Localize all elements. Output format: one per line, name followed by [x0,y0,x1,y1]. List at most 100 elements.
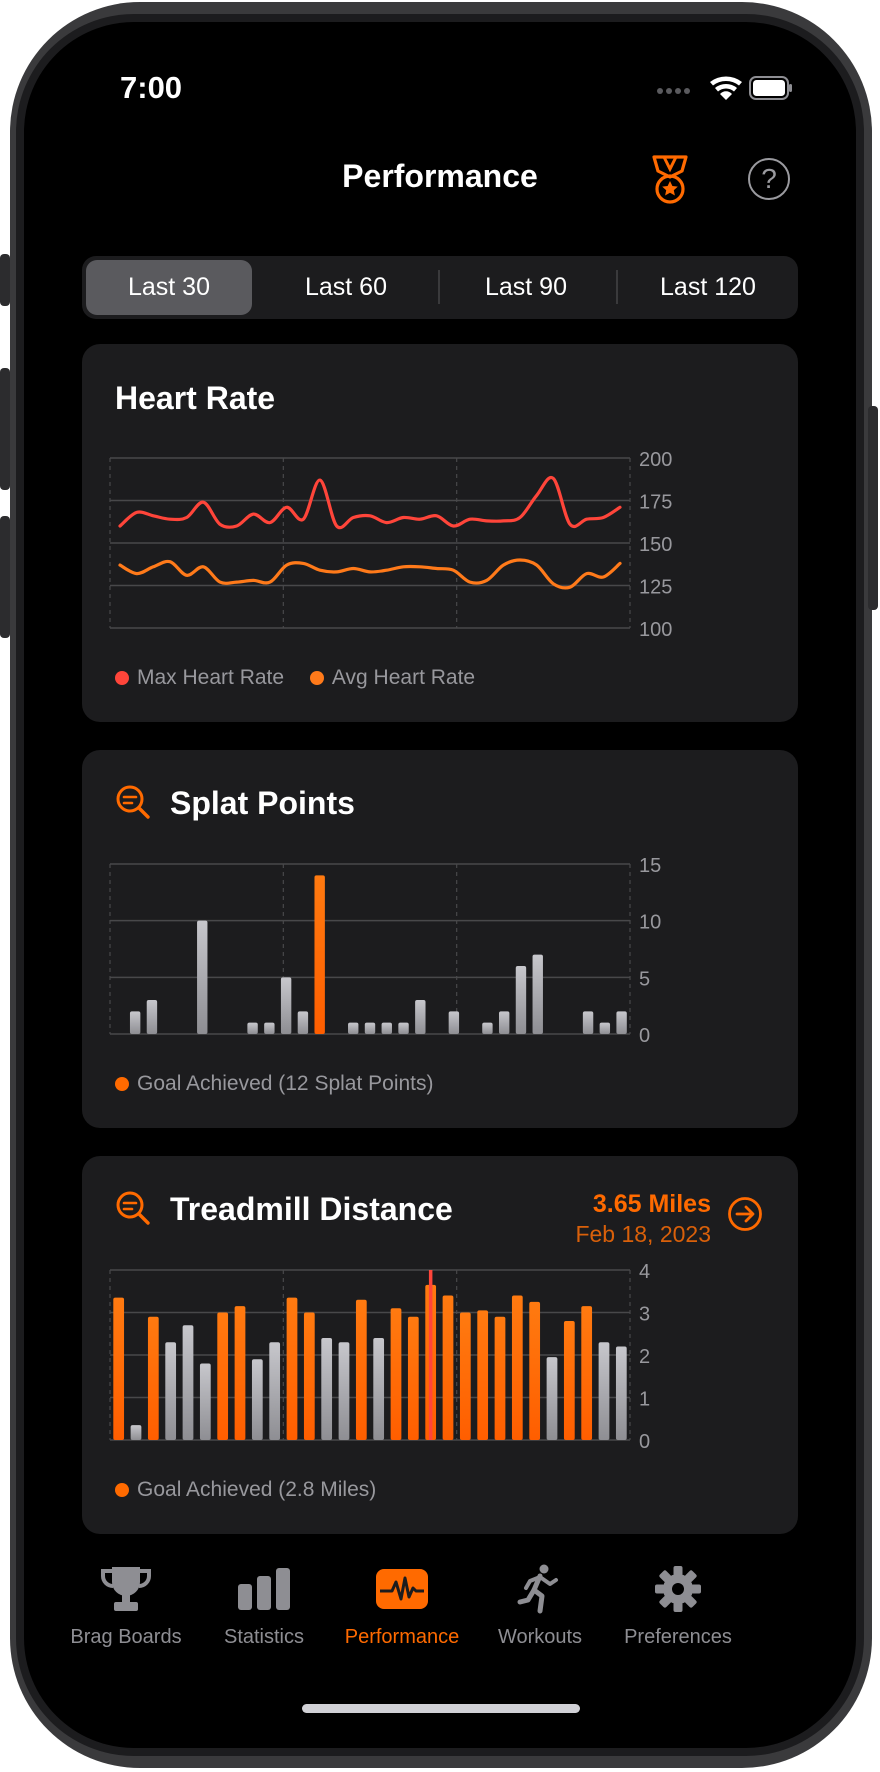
tab-bar: Brag Boards Statistics Performance Worko… [34,1564,846,1674]
y-tick-label: 100 [639,619,672,641]
tab-label: Performance [344,1626,460,1648]
legend-avg-hr-label: Avg Heart Rate [331,666,476,689]
distance-bar [355,1299,367,1440]
distance-bar [494,1316,506,1440]
tab-brag-boards[interactable]: Brag Boards [46,1564,206,1649]
y-tick-label: 175 [639,492,672,514]
distance-bar [338,1342,350,1440]
volume-up-button [0,368,10,490]
tab-workouts[interactable]: Workouts [460,1564,620,1649]
distance-bar [529,1301,541,1440]
splat-points-chart[interactable]: 0 5 10 15 [82,750,798,1128]
splat-bar [532,954,543,1034]
runner-icon [517,1564,558,1614]
arrow-right-circle-icon[interactable] [727,1196,763,1232]
tab-label: Statistics [223,1626,305,1648]
splat-points-title: Splat Points [170,785,355,821]
treadmill-chart[interactable]: 0 1 2 3 4 [82,1156,798,1534]
splat-bar [398,1022,409,1034]
y-tick-label: 4 [639,1261,650,1283]
distance-bar [563,1321,575,1440]
distance-bar [615,1346,627,1440]
y-tick-label: 125 [639,577,672,599]
y-tick-label: 0 [639,1025,650,1047]
status-icons [657,76,792,100]
segment-divider [616,270,618,304]
y-tick-label: 10 [639,912,661,934]
tab-statistics[interactable]: Statistics [184,1564,344,1649]
help-button[interactable]: ? [748,158,790,200]
distance-bar [442,1295,454,1440]
splat-bar [297,1011,309,1034]
segment-last-30[interactable]: Last 30 [86,260,252,315]
legend-avg-hr: Avg Heart Rate [309,666,476,690]
segment-last-60[interactable]: Last 60 [304,273,387,301]
heart-rate-legend: Max Heart Rate Avg Heart Rate [115,666,495,690]
y-tick-label: 2 [639,1346,650,1368]
max-heart-rate-line [118,475,622,530]
goal-swatch [115,1077,129,1091]
distance-bar [234,1306,246,1440]
home-indicator[interactable] [302,1704,580,1713]
distance-bar [182,1325,194,1440]
waveform-icon [376,1569,428,1609]
y-tick-label: 0 [639,1431,650,1453]
y-tick-label: 150 [639,534,672,556]
distance-bar [113,1297,125,1440]
heart-rate-card[interactable]: Heart Rate 100 125 150 175 200 Max Heart Rat… [82,344,798,722]
treadmill-legend-label: Goal Achieved (2.8 Miles) [137,1478,377,1501]
tab-label: Preferences [624,1626,732,1648]
segment-last-90[interactable]: Last 90 [484,273,567,301]
tab-preferences[interactable]: Preferences [598,1564,758,1649]
distance-bar [217,1312,229,1440]
selected-date: Feb 18, 2023 [575,1221,711,1247]
splat-bar [482,1022,493,1034]
distance-bar [459,1312,471,1440]
zoom-search-icon[interactable] [115,784,151,820]
treadmill-title: Treadmill Distance [170,1191,453,1227]
distance-bar [199,1363,211,1440]
y-tick-label: 200 [639,449,672,471]
splat-legend-label: Goal Achieved (12 Splat Points) [137,1072,434,1095]
trophy-icon [101,1567,151,1611]
tab-performance[interactable]: Performance [322,1564,482,1649]
splat-points-card[interactable]: Splat Points 0 5 10 15 Goal Achieved (12 Sp… [82,750,798,1128]
battery-icon [749,76,792,100]
y-tick-label: 3 [639,1304,650,1326]
splat-bar [197,920,208,1034]
distance-bar [407,1316,419,1440]
segment-last-120[interactable]: Last 120 [660,273,756,301]
splat-bar [348,1022,359,1034]
distance-bar [546,1357,558,1440]
splat-bar [381,1022,392,1034]
page-title: Performance [342,158,538,194]
splat-bar [415,1000,426,1034]
distance-bar [321,1338,333,1440]
splat-bar [616,1011,627,1034]
splat-bar [599,1022,611,1034]
legend-max-hr-label: Max Heart Rate [137,666,285,689]
distance-bar [511,1295,523,1440]
avg-hr-swatch [309,671,324,685]
tab-label: Brag Boards [70,1626,182,1648]
power-button [868,406,878,610]
treadmill-legend: Goal Achieved (2.8 Miles) [115,1478,376,1502]
treadmill-card[interactable]: Treadmill Distance 3.65 Miles Feb 18, 20… [82,1156,798,1534]
splat-bar [247,1022,258,1034]
selected-distance: 3.65 Miles [592,1190,711,1218]
status-time: 7:00 [120,70,183,105]
splat-bar [515,966,527,1034]
zoom-search-icon[interactable] [115,1190,151,1226]
medal-icon[interactable] [648,155,692,205]
heart-rate-chart[interactable]: 100 125 150 175 200 [82,344,798,722]
distance-bar [303,1312,315,1440]
distance-bar [147,1316,159,1440]
splat-bar [314,875,325,1034]
gear-icon [655,1566,701,1612]
bar-chart-icon [238,1568,290,1610]
tab-label: Workouts [497,1626,583,1648]
distance-bar [390,1308,402,1440]
distance-bar [581,1306,593,1440]
distance-bar [286,1297,298,1440]
heart-rate-title: Heart Rate [115,380,276,416]
